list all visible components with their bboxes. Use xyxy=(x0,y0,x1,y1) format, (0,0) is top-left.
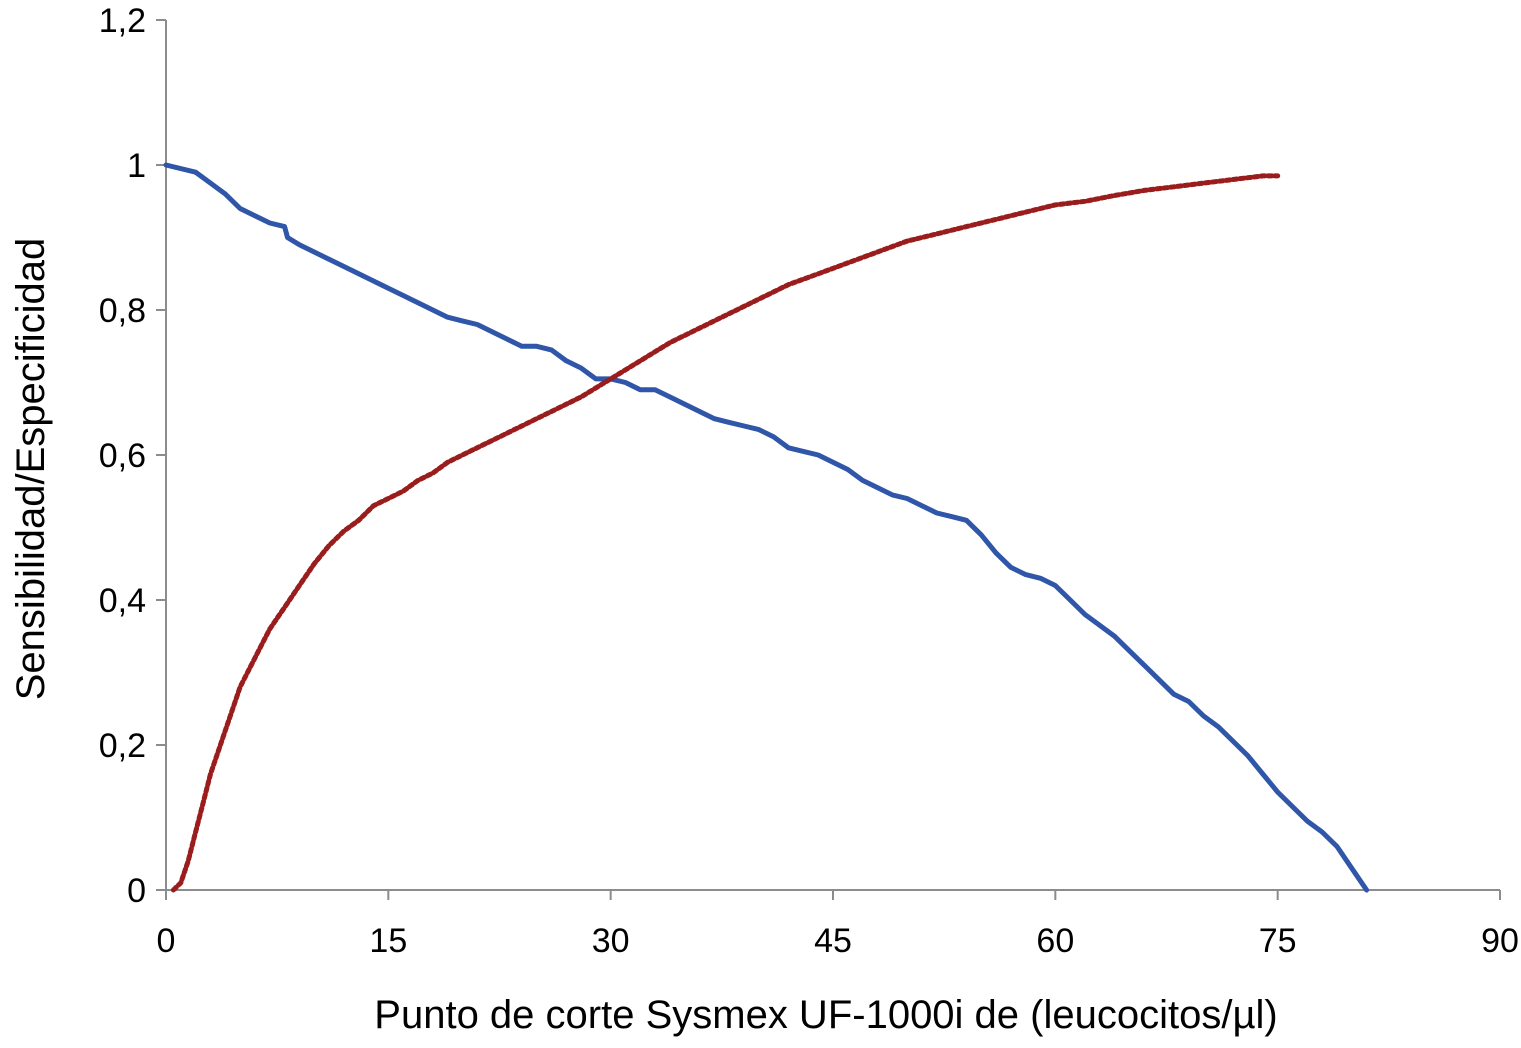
series-1-line xyxy=(163,162,1370,893)
x-axis-title: Punto de corte Sysmex UF-1000i de (leuco… xyxy=(374,993,1277,1037)
x-tick-label: 30 xyxy=(592,922,630,960)
x-tick-label: 75 xyxy=(1259,922,1297,960)
y-tick-label: 0,8 xyxy=(99,292,146,330)
y-tick-label: 1,2 xyxy=(99,2,146,40)
series-layer xyxy=(163,162,1370,893)
x-tick-label: 60 xyxy=(1036,922,1074,960)
series-2-line xyxy=(170,173,1281,893)
y-tick-label: 1 xyxy=(127,147,146,185)
axes: 0 0,2 0,4 0,6 0,8 1 1,2 0 15 30 45 60 75 90 xyxy=(99,2,1519,960)
y-tick-label: 0,6 xyxy=(99,437,146,475)
y-tick-label: 0 xyxy=(127,872,146,910)
x-tick-label: 45 xyxy=(814,922,852,960)
y-tick-label: 0,4 xyxy=(99,582,146,620)
x-tick-label: 0 xyxy=(157,922,176,960)
y-axis-title: Sensibilidad/Especificidad xyxy=(9,238,53,701)
y-tick-label: 0,2 xyxy=(99,727,146,765)
x-tick-label: 90 xyxy=(1481,922,1519,960)
x-tick-label: 15 xyxy=(369,922,407,960)
